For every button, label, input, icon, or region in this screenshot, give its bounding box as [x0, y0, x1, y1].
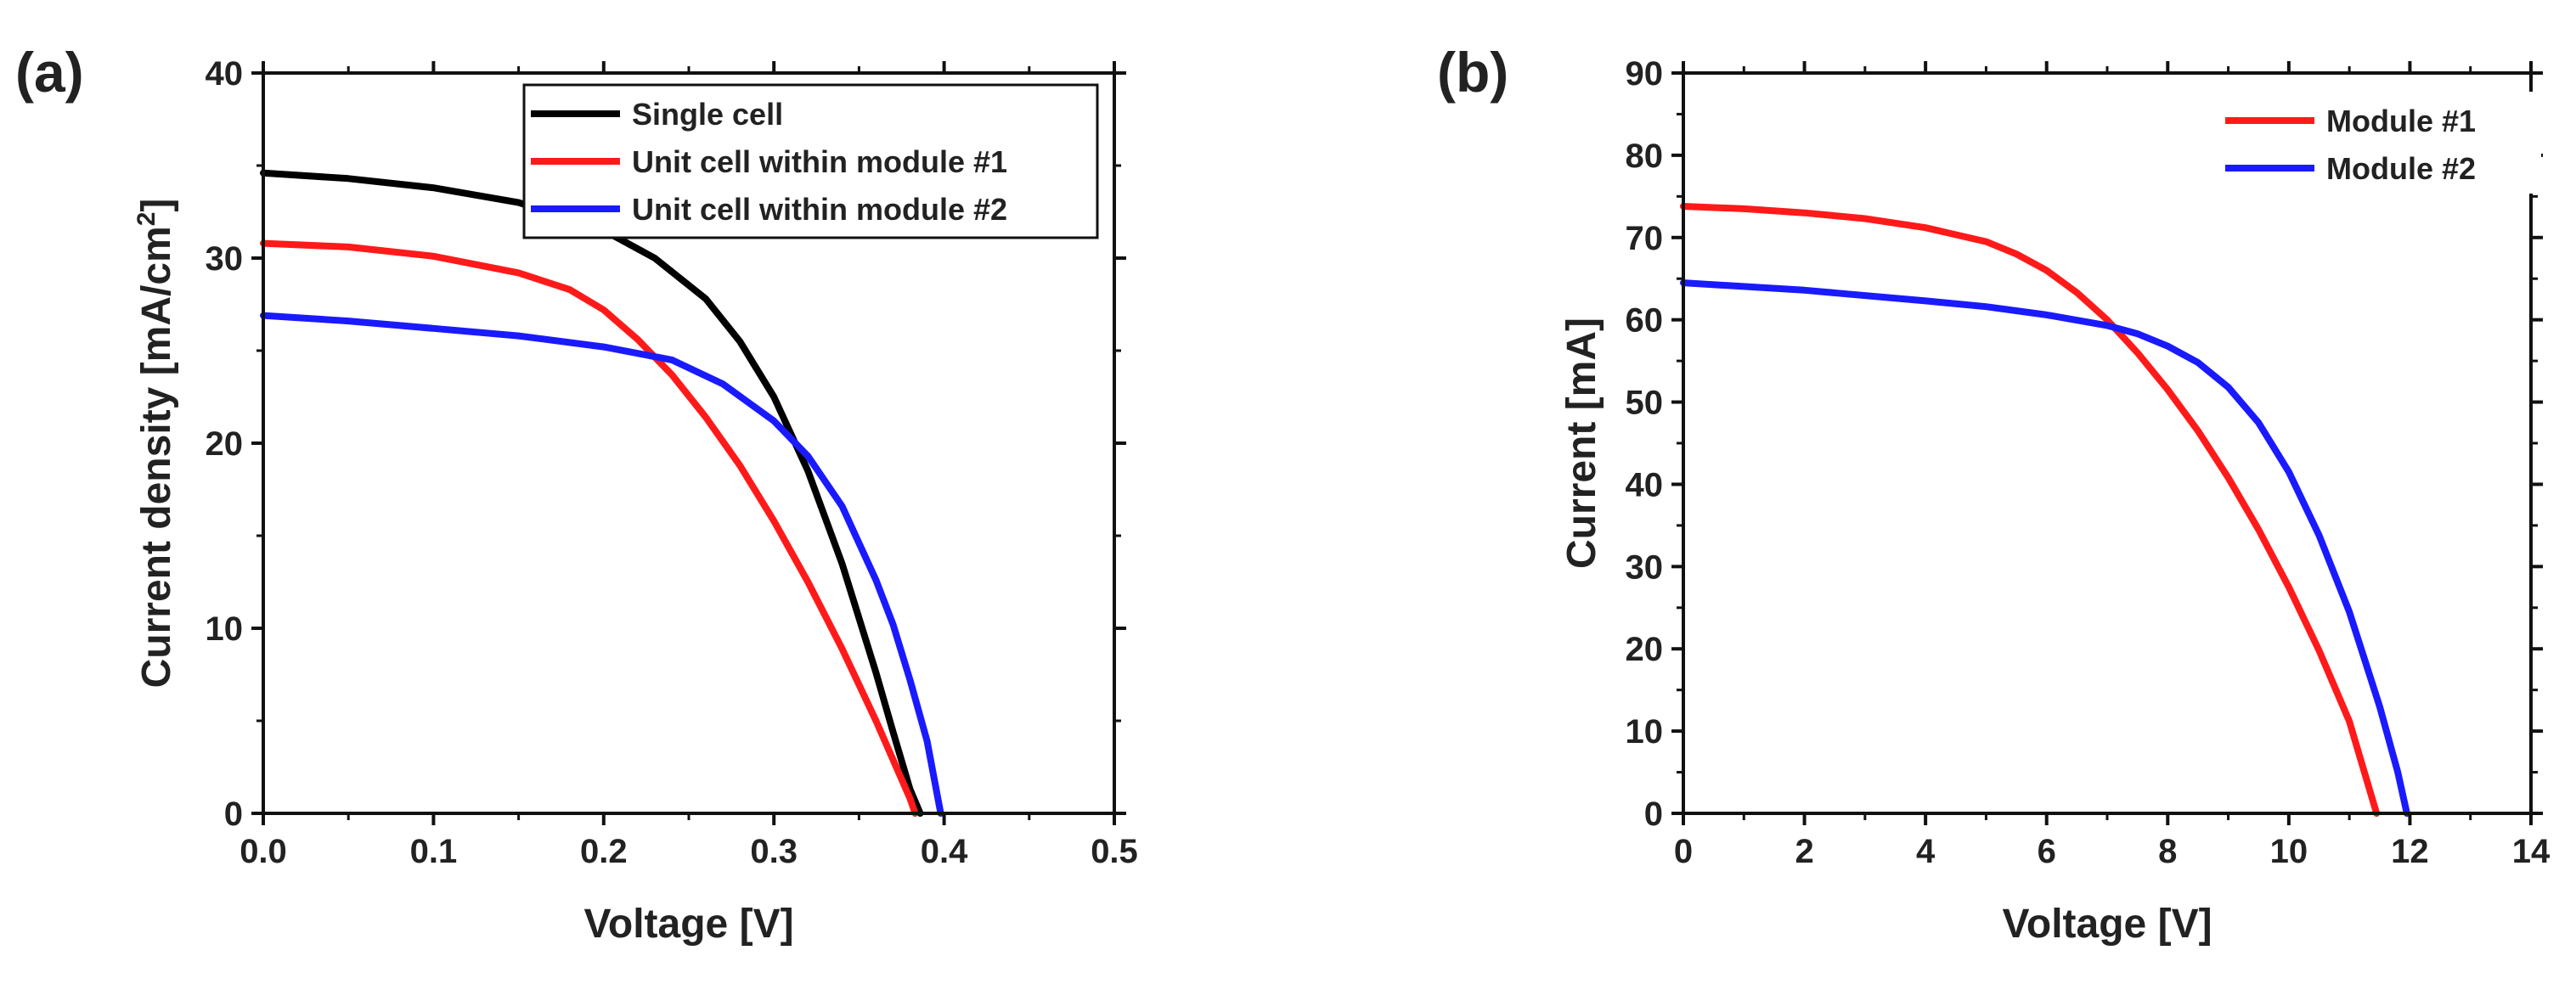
- legend-label-1: Module #1: [2326, 104, 2476, 138]
- y-tick-label: 10: [1626, 713, 1664, 751]
- series-line-2: [260, 239, 919, 817]
- x-tick-label: 0.1: [410, 833, 458, 870]
- y-tick-label: 30: [206, 240, 244, 278]
- x-tick-label: 0.3: [750, 833, 798, 870]
- series-line-3: [260, 312, 944, 817]
- y-tick-label: 90: [1626, 55, 1664, 93]
- y-axis-title: Current [mA]: [1559, 318, 1604, 569]
- chart-panel-b: (b) 0 2 4 6 8 10 12 14 0 10 20 30 40 50 60 70 80 90 Voltage…: [1437, 41, 2551, 947]
- legend-box: [2218, 92, 2541, 194]
- y-tick-label: 50: [1626, 385, 1664, 422]
- legend-label-1: Single cell: [632, 97, 783, 132]
- panel-label: (b): [1437, 41, 1508, 104]
- chart-panel-a: (a) 0.0 0.1 0.2 0.3 0.4 0.5 0 10 20 30 40 Voltage [V…: [15, 41, 1138, 947]
- y-axis-title: Current density [mA/cm2]: [132, 199, 179, 689]
- y-tick-label: 70: [1626, 220, 1664, 257]
- x-tick-label: 2: [1795, 833, 1813, 870]
- x-axis-title: Voltage [V]: [583, 902, 793, 947]
- legend-label-2: Unit cell within module #1: [632, 144, 1007, 179]
- series-lines: [260, 169, 944, 817]
- x-tick-label: 10: [2270, 833, 2308, 870]
- x-tick-label: 0: [1674, 833, 1693, 870]
- x-tick-label: 0.0: [240, 833, 287, 870]
- x-tick-label: 0.4: [921, 833, 968, 870]
- y-tick-label: 0: [224, 796, 243, 833]
- series-lines: [1680, 203, 2410, 817]
- series-line-1: [1680, 203, 2381, 817]
- y-tick-label: 60: [1626, 302, 1664, 340]
- x-tick-label: 14: [2512, 833, 2551, 870]
- y-tick-label: 10: [206, 610, 244, 648]
- y-axis-title-close: ]: [134, 199, 179, 212]
- series-line-1: [260, 169, 924, 817]
- legend-label-2: Module #2: [2326, 151, 2476, 186]
- y-tick-label: 20: [206, 425, 244, 463]
- y-tick-label: 20: [1626, 631, 1664, 668]
- y-axis-title-main: Current [mA]: [1559, 318, 1604, 569]
- x-tick-label: 12: [2391, 833, 2429, 870]
- legend: Single cell Unit cell within module #1 Uni…: [522, 83, 1099, 239]
- series-line-2: [1680, 279, 2410, 817]
- y-axis-title-main: Current density [mA/cm: [134, 226, 179, 688]
- x-tick-label: 0.5: [1091, 833, 1138, 870]
- y-tick-label: 40: [1626, 466, 1664, 503]
- y-tick-label: 80: [1626, 138, 1664, 175]
- x-tick-label: 0.2: [580, 833, 628, 870]
- panel-label: (a): [15, 41, 84, 104]
- x-tick-label: 6: [2038, 833, 2056, 870]
- x-tick-label: 8: [2158, 833, 2177, 870]
- legend: Module #1 Module #2: [2218, 92, 2541, 194]
- y-tick-label: 40: [206, 55, 244, 93]
- legend-label-3: Unit cell within module #2: [632, 192, 1007, 227]
- y-tick-label: 30: [1626, 548, 1664, 586]
- x-axis-title: Voltage [V]: [2002, 902, 2212, 947]
- x-tick-label: 4: [1916, 833, 1936, 870]
- y-axis-title-superscript: 2: [132, 212, 161, 227]
- y-tick-label: 0: [1644, 796, 1663, 833]
